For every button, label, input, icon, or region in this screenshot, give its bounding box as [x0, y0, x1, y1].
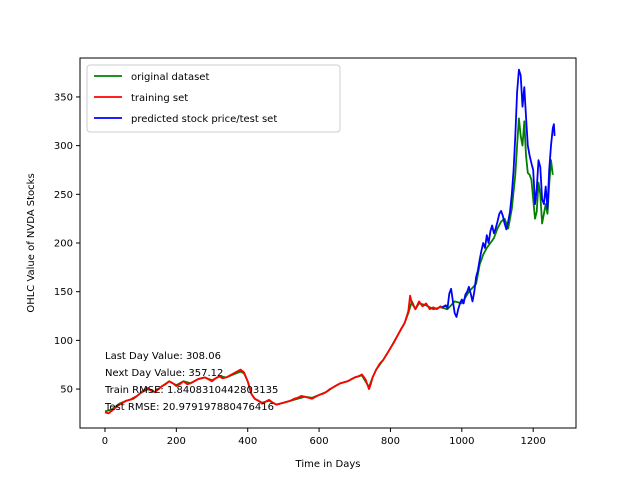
legend: original dataset training set predicted st… [86, 64, 341, 133]
annotation-line-3: Test RMSE: 20.979197880476416 [104, 402, 274, 413]
series-line-2 [441, 68, 556, 318]
x-tick-label: 1000 [449, 436, 474, 447]
annotation-line-1: Next Day Value: 357.12 [105, 368, 223, 379]
annotation-line-2: Train RMSE: 1.8408310442803135 [104, 385, 278, 396]
x-tick-label: 600 [310, 436, 329, 447]
y-tick-label: 350 [54, 92, 73, 103]
x-tick-label: 0 [102, 436, 108, 447]
series-line-1 [104, 294, 445, 415]
legend-label-0: original dataset [131, 72, 209, 83]
y-tick-label: 150 [54, 287, 73, 298]
y-axis-title: OHLC Value of NVDA Stocks [26, 173, 37, 312]
y-tick-label: 50 [60, 385, 73, 396]
y-tick-label: 100 [54, 336, 73, 347]
legend-label-1: training set [131, 93, 188, 104]
annotation-text: Last Day Value: 308.06 Next Day Value: 35… [104, 351, 278, 413]
annotation-line-0: Last Day Value: 308.06 [105, 351, 221, 362]
y-tick-label: 300 [54, 141, 73, 152]
y-tick-label: 250 [54, 190, 73, 201]
x-tick-label: 800 [381, 436, 400, 447]
legend-box [86, 64, 341, 133]
y-tick-label: 200 [54, 239, 73, 250]
x-tick-label: 200 [167, 436, 186, 447]
x-axis-title: Time in Days [295, 459, 361, 470]
plot-lines [104, 68, 556, 415]
x-tick-label: 400 [238, 436, 257, 447]
y-axis: 50 100 150 200 250 300 350 [54, 92, 80, 396]
x-tick-label: 1200 [520, 436, 545, 447]
x-axis: 0 200 400 600 800 1000 1200 [102, 428, 546, 447]
legend-label-2: predicted stock price/test set [131, 114, 277, 125]
